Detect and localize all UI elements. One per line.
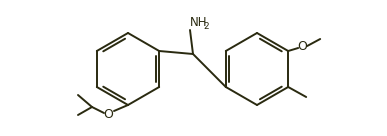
Text: O: O [297,41,307,53]
Text: 2: 2 [203,22,209,31]
Text: NH: NH [190,16,207,29]
Text: O: O [103,109,113,121]
